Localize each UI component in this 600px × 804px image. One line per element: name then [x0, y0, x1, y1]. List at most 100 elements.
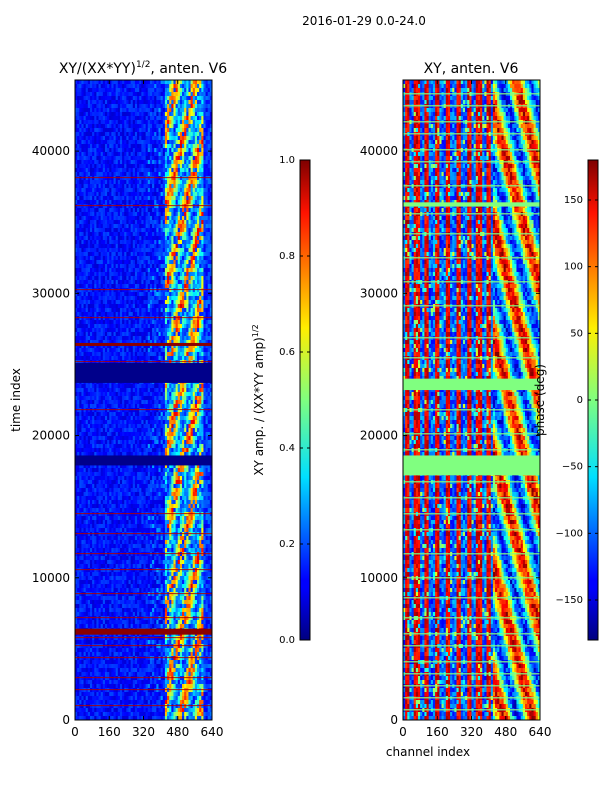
amplitude-cell	[83, 204, 87, 209]
amplitude-cell	[77, 252, 80, 257]
amplitude-cell	[100, 140, 104, 145]
amplitude-cell	[154, 308, 157, 313]
amplitude-cell	[197, 128, 200, 133]
amplitude-cell	[171, 236, 174, 241]
amplitude-cell	[158, 264, 161, 269]
amplitude-cell	[186, 236, 189, 241]
amplitude-cell	[154, 324, 157, 329]
amplitude-cell	[81, 276, 84, 281]
amplitude-cell	[137, 256, 140, 261]
amplitude-cell	[175, 96, 179, 101]
amplitude-cell	[192, 172, 196, 177]
amplitude-cell	[75, 388, 78, 393]
amplitude-cell	[197, 136, 200, 141]
amplitude-cell	[186, 100, 189, 105]
amplitude-cell	[201, 268, 204, 273]
amplitude-cell	[119, 176, 123, 181]
amplitude-cell	[154, 164, 157, 169]
amplitude-cell	[160, 308, 164, 313]
amplitude-cell	[92, 172, 95, 177]
amplitude-cell	[124, 352, 127, 357]
amplitude-cell	[130, 188, 134, 193]
amplitude-cell	[79, 120, 82, 125]
amplitude-cell	[173, 360, 176, 365]
amplitude-cell	[175, 264, 179, 269]
amplitude-cell	[207, 352, 211, 357]
amplitude-cell	[98, 312, 101, 317]
amplitude-cell	[184, 180, 187, 185]
amplitude-cell	[207, 232, 211, 237]
amplitude-cell	[143, 312, 146, 317]
amplitude-cell	[141, 128, 144, 133]
amplitude-cell	[141, 272, 144, 277]
amplitude-cell	[179, 100, 183, 105]
amplitude-cell	[182, 124, 185, 129]
amplitude-cell	[79, 348, 82, 353]
amplitude-cell	[87, 328, 91, 333]
amplitude-cell	[175, 168, 179, 173]
amplitude-cell	[205, 320, 209, 325]
amplitude-cell	[201, 240, 204, 245]
amplitude-cell	[175, 332, 179, 337]
amplitude-cell	[132, 384, 136, 389]
amplitude-cell	[199, 132, 202, 137]
amplitude-cell	[147, 356, 151, 361]
amplitude-cell	[190, 104, 194, 109]
amplitude-cell	[117, 224, 121, 229]
amplitude-cell	[184, 352, 187, 357]
amplitude-cell	[104, 384, 108, 389]
amplitude-cell	[205, 88, 209, 93]
amplitude-cell	[175, 248, 179, 253]
amplitude-cell	[145, 208, 149, 213]
amplitude-cell	[134, 244, 138, 249]
amplitude-cell	[152, 188, 155, 193]
amplitude-cell	[119, 388, 123, 393]
amplitude-cell	[205, 208, 209, 213]
amplitude-cell	[107, 312, 110, 317]
amplitude-cell	[128, 328, 131, 333]
amplitude-cell	[122, 184, 125, 189]
amplitude-cell	[209, 124, 212, 129]
amplitude-cell	[122, 140, 125, 145]
amplitude-cell	[128, 384, 131, 389]
amplitude-cell	[143, 180, 146, 185]
amplitude-cell	[132, 360, 136, 365]
amplitude-cell	[79, 212, 82, 217]
amplitude-cell	[167, 180, 170, 185]
amplitude-cell	[83, 88, 87, 93]
amplitude-cell	[111, 144, 114, 149]
amplitude-cell	[87, 144, 91, 149]
amplitude-cell	[81, 208, 84, 213]
amplitude-cell	[173, 132, 176, 137]
amplitude-cell	[75, 200, 78, 205]
amplitude-cell	[96, 228, 99, 233]
amplitude-cell	[128, 260, 131, 265]
amplitude-cell	[205, 108, 209, 113]
amplitude-cell	[173, 356, 176, 361]
amplitude-cell	[77, 296, 80, 301]
amplitude-cell	[128, 268, 131, 273]
amplitude-cell	[87, 264, 91, 269]
amplitude-cell	[156, 124, 159, 129]
amplitude-cell	[147, 192, 151, 197]
amplitude-cell	[199, 212, 202, 217]
amplitude-cell	[109, 208, 112, 213]
amplitude-cell	[171, 296, 174, 301]
amplitude-cell	[92, 176, 95, 181]
amplitude-cell	[113, 236, 116, 241]
amplitude-cell	[199, 172, 202, 177]
amplitude-cell	[141, 344, 144, 349]
amplitude-cell	[124, 324, 127, 329]
amplitude-cell	[156, 136, 159, 141]
amplitude-cell	[85, 220, 89, 225]
amplitude-cell	[162, 340, 166, 345]
amplitude-cell	[134, 280, 138, 285]
amplitude-cell	[122, 336, 125, 341]
amplitude-cell	[156, 320, 159, 325]
amplitude-cell	[104, 184, 108, 189]
amplitude-cell	[177, 296, 181, 301]
amplitude-cell	[117, 180, 121, 185]
amplitude-cell	[113, 340, 116, 345]
amplitude-cell	[192, 292, 196, 297]
amplitude-cell	[209, 100, 212, 105]
